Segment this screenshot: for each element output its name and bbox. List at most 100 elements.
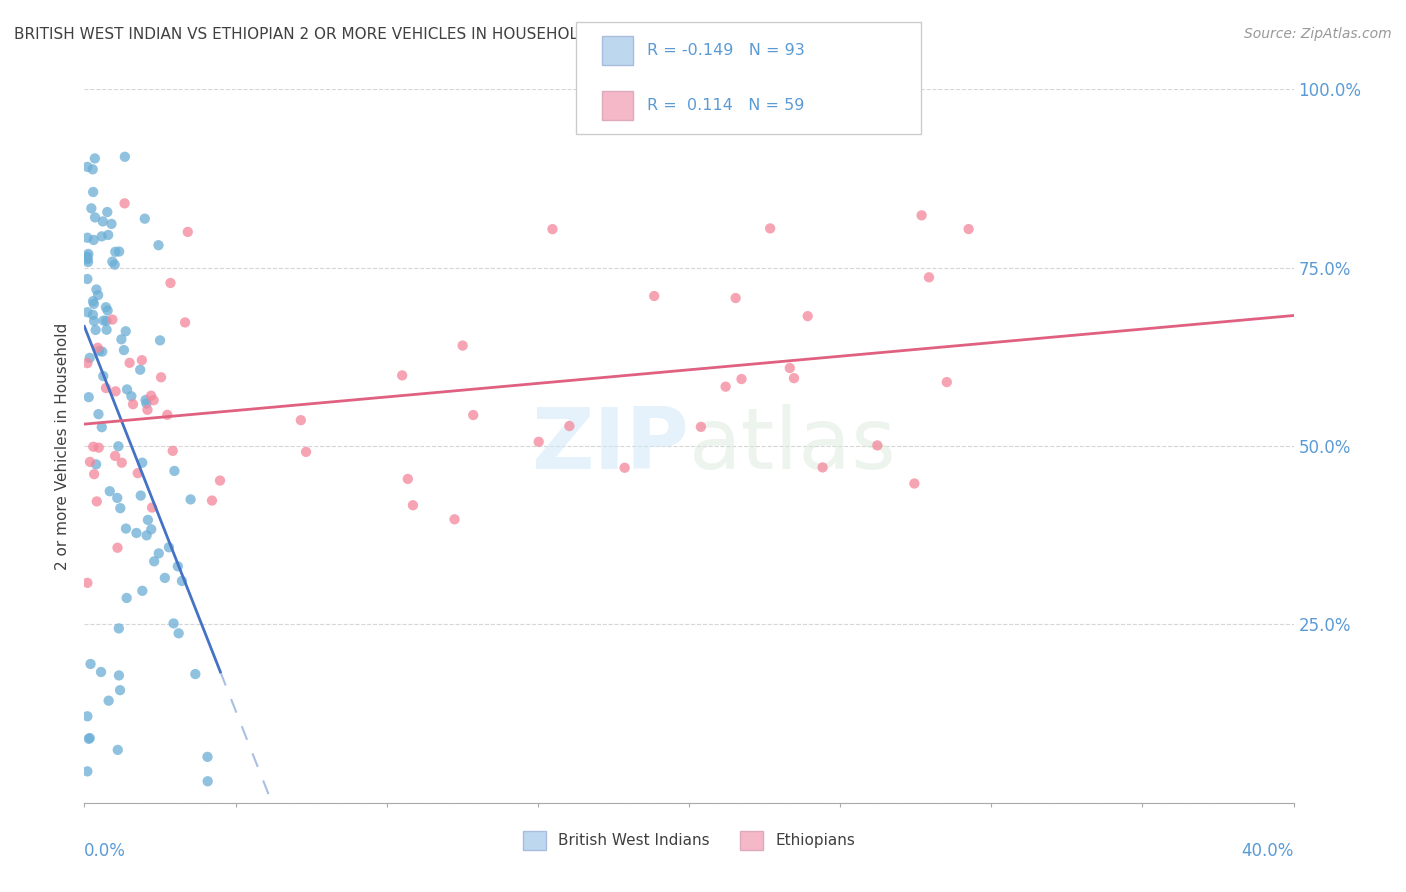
Point: [108, 668, 131, 682]
Point: [84, 211, 107, 225]
Point: [76, 709, 98, 723]
Point: [96, 205, 118, 219]
Point: [541, 222, 564, 236]
Point: [90, 665, 112, 679]
Point: [139, 389, 162, 403]
Point: [796, 309, 818, 323]
Point: [724, 291, 747, 305]
Point: [131, 456, 153, 470]
Point: [177, 225, 200, 239]
Point: [156, 408, 179, 422]
Point: [91, 214, 114, 228]
Point: [783, 371, 806, 385]
Text: 0.0%: 0.0%: [84, 842, 127, 860]
Point: [115, 591, 138, 605]
Point: [811, 460, 834, 475]
Point: [115, 383, 138, 397]
Point: [148, 546, 170, 560]
Point: [97, 303, 120, 318]
Point: [97, 694, 120, 708]
Point: [84, 458, 107, 472]
Point: [451, 338, 474, 352]
Point: [86, 283, 108, 297]
Point: [76, 231, 98, 245]
Point: [105, 491, 128, 505]
Point: [114, 324, 136, 338]
Point: [90, 229, 112, 244]
Point: [290, 413, 312, 427]
Point: [903, 476, 925, 491]
Point: [77, 247, 100, 261]
Point: [118, 356, 141, 370]
Point: [759, 221, 782, 235]
Point: [82, 308, 104, 322]
Point: [110, 501, 132, 516]
Point: [162, 443, 184, 458]
Point: [79, 455, 101, 469]
Point: [111, 456, 134, 470]
Point: [110, 332, 132, 346]
Point: [157, 541, 180, 555]
Point: [94, 300, 117, 314]
Point: [82, 440, 104, 454]
Point: [107, 743, 129, 757]
Point: [76, 764, 98, 779]
Text: atlas: atlas: [689, 404, 897, 488]
Point: [918, 270, 941, 285]
Point: [101, 254, 124, 268]
Point: [129, 489, 152, 503]
Point: [104, 384, 127, 399]
Point: [114, 150, 136, 164]
Point: [779, 361, 801, 376]
Point: [135, 392, 157, 407]
Point: [122, 397, 145, 411]
Point: [527, 434, 550, 449]
Point: [136, 513, 159, 527]
Point: [80, 202, 103, 216]
Point: [148, 238, 170, 252]
Point: [76, 356, 98, 370]
Point: [96, 314, 118, 328]
Point: [295, 445, 318, 459]
Point: [120, 389, 142, 403]
Point: [166, 559, 188, 574]
Point: [957, 222, 980, 236]
Point: [143, 554, 166, 568]
Point: [100, 217, 122, 231]
Point: [134, 211, 156, 226]
Point: [76, 272, 98, 286]
Text: Source: ZipAtlas.com: Source: ZipAtlas.com: [1244, 27, 1392, 41]
Point: [643, 289, 665, 303]
Point: [76, 305, 98, 319]
Point: [90, 420, 112, 434]
Point: [83, 314, 105, 328]
Point: [77, 255, 100, 269]
Point: [83, 297, 105, 311]
Point: [129, 363, 152, 377]
Point: [108, 683, 131, 698]
Point: [91, 369, 114, 384]
Point: [86, 341, 108, 355]
Point: [153, 571, 176, 585]
Point: [84, 323, 107, 337]
Point: [135, 396, 157, 410]
Point: [108, 244, 131, 259]
Point: [87, 407, 110, 421]
Text: R = -0.149   N = 93: R = -0.149 N = 93: [647, 43, 804, 58]
Point: [83, 467, 105, 482]
Point: [558, 419, 581, 434]
Point: [149, 334, 172, 348]
Point: [935, 375, 957, 389]
Point: [125, 526, 148, 541]
Point: [159, 276, 181, 290]
Point: [79, 731, 101, 745]
Point: [82, 185, 104, 199]
Point: [112, 343, 135, 357]
Point: [98, 484, 121, 499]
Text: 40.0%: 40.0%: [1241, 842, 1294, 860]
Point: [87, 344, 110, 359]
Point: [162, 616, 184, 631]
Point: [76, 160, 98, 174]
Point: [443, 512, 465, 526]
Point: [174, 315, 197, 329]
